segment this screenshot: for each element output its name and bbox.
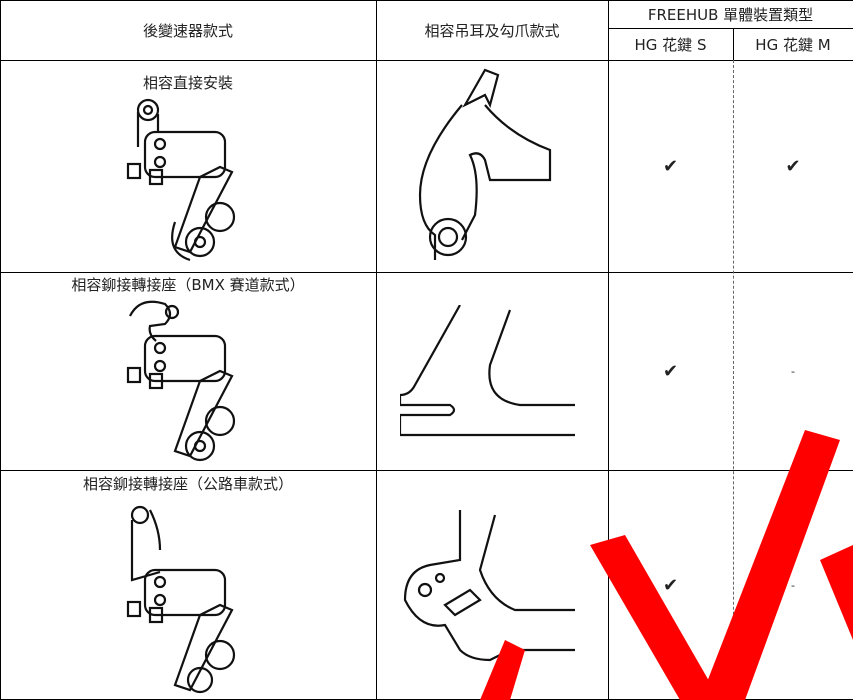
rule bbox=[376, 0, 377, 700]
sub-header: HG 花鍵 M bbox=[755, 35, 831, 54]
rule bbox=[0, 60, 853, 61]
dropout-illustration bbox=[400, 305, 575, 437]
row-label: 相容鉚接轉接座（BMX 賽道款式） bbox=[71, 276, 305, 294]
cell: ✔ bbox=[662, 155, 679, 177]
row-label: 相容直接安裝 bbox=[142, 74, 233, 92]
rule bbox=[0, 272, 853, 273]
derailleur-illustration bbox=[126, 300, 236, 462]
cell: - bbox=[791, 578, 795, 592]
rule bbox=[0, 0, 853, 1]
cell: ✔ bbox=[662, 360, 679, 382]
derailleur-illustration bbox=[126, 98, 236, 262]
rule bbox=[608, 28, 853, 29]
dropout-illustration bbox=[403, 510, 575, 662]
rule bbox=[0, 0, 1, 700]
cell: ✔ bbox=[662, 574, 679, 596]
cell: - bbox=[791, 364, 795, 378]
group-header: FREEHUB 單體裝置類型 bbox=[647, 5, 814, 24]
rule bbox=[0, 470, 853, 471]
column-header: 相容吊耳及勾爪款式 bbox=[424, 21, 560, 40]
column-header: 後變速器款式 bbox=[142, 21, 233, 40]
sub-header: HG 花鍵 S bbox=[634, 35, 707, 54]
row-label: 相容鉚接轉接座（公路車款式） bbox=[82, 475, 293, 493]
dropout-illustration bbox=[418, 68, 552, 260]
rule bbox=[608, 0, 609, 700]
cell: ✔ bbox=[785, 155, 801, 177]
derailleur-illustration bbox=[126, 505, 236, 694]
rule bbox=[733, 60, 734, 700]
rule bbox=[733, 28, 734, 60]
